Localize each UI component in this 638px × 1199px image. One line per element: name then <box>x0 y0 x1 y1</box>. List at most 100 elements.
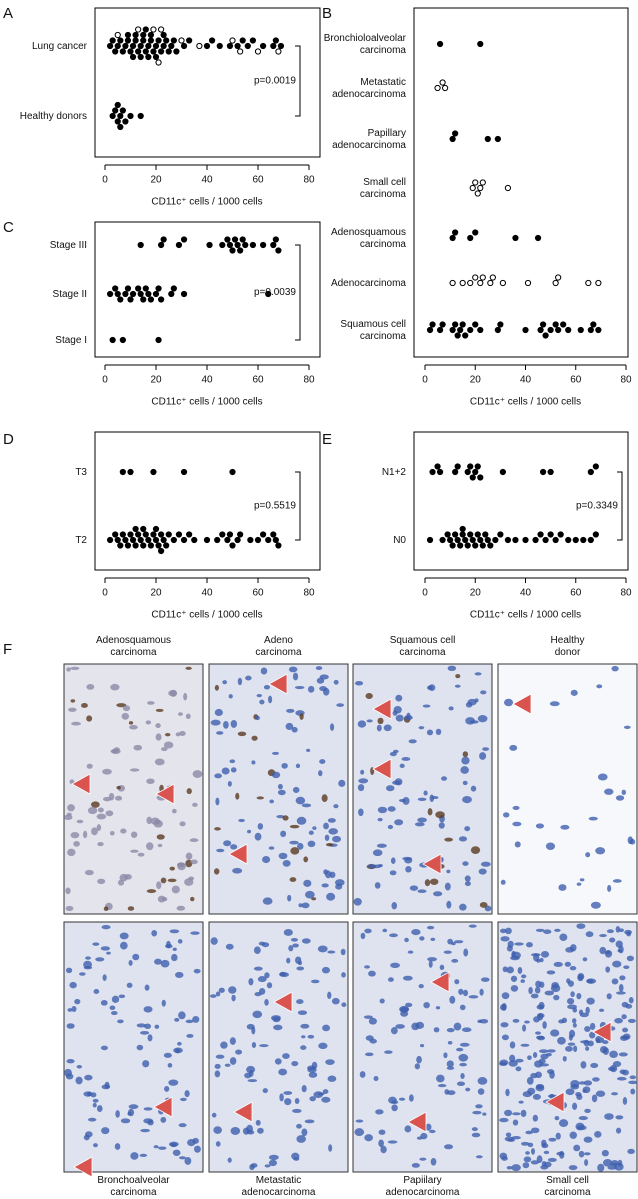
dot <box>119 531 126 538</box>
dot <box>467 531 474 538</box>
open-dot <box>275 48 282 55</box>
dot <box>112 48 119 55</box>
dot <box>452 229 459 236</box>
dot <box>152 42 160 50</box>
dot <box>532 536 539 544</box>
cell-nucleus <box>575 1122 585 1131</box>
cell-nucleus <box>221 767 230 775</box>
cell-nucleus <box>332 835 341 843</box>
dot <box>214 536 221 544</box>
cell-nucleus <box>458 988 464 995</box>
cell-nucleus <box>467 698 477 706</box>
cell-nucleus <box>293 1157 300 1161</box>
cell-nucleus <box>459 1062 467 1067</box>
cell-nucleus <box>119 941 128 950</box>
panel-letter: F <box>3 641 12 658</box>
dot <box>249 241 256 249</box>
cell-nucleus <box>172 1149 181 1156</box>
cell-nucleus <box>433 891 443 897</box>
cell-nucleus <box>333 804 339 809</box>
cell-nucleus <box>444 1089 450 1095</box>
cell-nucleus <box>185 852 193 860</box>
cell-nucleus <box>103 906 109 912</box>
cell-nucleus <box>446 1027 455 1033</box>
dot <box>158 296 165 303</box>
cell-nucleus <box>444 837 453 842</box>
dot <box>231 236 239 243</box>
cell-nucleus <box>184 1090 190 1098</box>
cell-nucleus <box>303 879 312 887</box>
cell-nucleus <box>546 1069 555 1074</box>
cell-nucleus <box>127 906 135 911</box>
cell-nucleus <box>399 763 405 769</box>
cell-nucleus <box>256 693 263 698</box>
x-tick-label: 20 <box>150 375 162 386</box>
dot <box>265 290 272 298</box>
cell-nucleus <box>327 991 332 1000</box>
cell-nucleus <box>447 665 457 672</box>
dot <box>150 48 157 55</box>
cell-nucleus <box>74 998 81 1005</box>
cell-nucleus <box>562 1055 567 1062</box>
cell-nucleus <box>128 959 133 966</box>
cell-nucleus <box>584 1108 591 1113</box>
cell-nucleus <box>368 1017 377 1025</box>
x-tick-label: 20 <box>150 588 162 599</box>
dot <box>492 536 499 544</box>
cell-nucleus <box>549 1093 555 1099</box>
open-dot <box>585 279 592 287</box>
dot <box>155 336 162 344</box>
cell-nucleus <box>289 840 299 845</box>
cell-nucleus <box>155 708 164 712</box>
cell-nucleus <box>307 840 316 848</box>
cell-nucleus <box>177 862 186 868</box>
cell-nucleus <box>272 751 279 755</box>
cell-nucleus <box>150 817 160 825</box>
dot <box>135 48 142 55</box>
cell-nucleus <box>618 1052 628 1057</box>
category-label: N1+2 <box>382 467 407 478</box>
cell-nucleus <box>238 818 245 823</box>
dot <box>577 326 584 334</box>
cell-nucleus <box>604 1113 614 1120</box>
cell-nucleus <box>584 1025 591 1033</box>
cell-nucleus <box>415 1021 425 1029</box>
cell-nucleus <box>154 1024 160 1029</box>
cell-nucleus <box>464 881 471 887</box>
cell-nucleus <box>283 929 293 936</box>
cell-nucleus <box>427 957 438 962</box>
dot <box>452 321 459 328</box>
open-dot <box>467 279 474 287</box>
dot <box>122 118 129 125</box>
cell-nucleus <box>216 731 224 735</box>
cell-nucleus <box>257 823 264 830</box>
cell-nucleus <box>446 869 451 874</box>
top-label: Adeno carcinoma <box>255 635 302 658</box>
cell-nucleus <box>142 1060 150 1068</box>
dot <box>186 531 193 538</box>
dot <box>457 542 464 549</box>
bracket <box>617 471 623 541</box>
arrowhead <box>372 758 392 780</box>
cell-nucleus <box>213 868 220 875</box>
cell-nucleus <box>91 827 98 836</box>
dot <box>275 247 282 254</box>
cell-nucleus <box>86 684 95 690</box>
cell-nucleus <box>83 830 88 839</box>
plot-box <box>94 221 321 358</box>
cell-nucleus <box>627 1148 635 1154</box>
cell-nucleus <box>520 1109 527 1118</box>
cell-nucleus <box>612 879 622 883</box>
cell-nucleus <box>92 1098 99 1103</box>
cell-nucleus <box>110 683 120 691</box>
x-axis-label: CD11c⁺ cells / 1000 cells <box>151 197 262 208</box>
cell-nucleus <box>615 795 625 801</box>
cell-nucleus <box>553 994 560 1001</box>
x-tick-label: 40 <box>201 375 213 386</box>
dot <box>449 542 456 549</box>
cell-nucleus <box>214 708 223 717</box>
bottom-label-line: Papiilary <box>403 1175 441 1186</box>
dot <box>135 285 142 292</box>
dot <box>447 536 454 544</box>
cell-nucleus <box>597 1163 605 1172</box>
